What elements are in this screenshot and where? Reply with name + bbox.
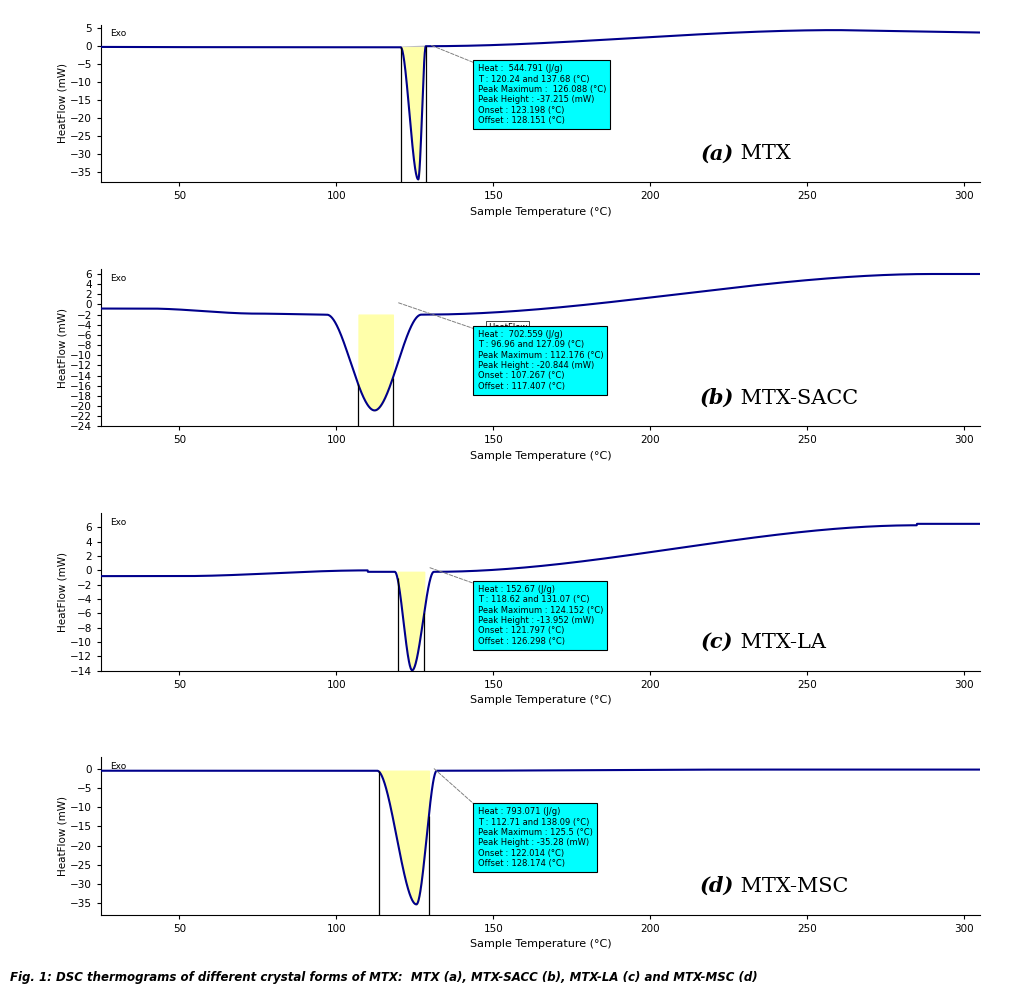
X-axis label: Sample Temperature (°C): Sample Temperature (°C) xyxy=(470,451,611,461)
Text: Exo: Exo xyxy=(110,274,126,283)
Text: Exo: Exo xyxy=(110,762,126,771)
X-axis label: Sample Temperature (°C): Sample Temperature (°C) xyxy=(470,940,611,949)
Y-axis label: HeatFlow (mW): HeatFlow (mW) xyxy=(58,308,68,388)
Text: MTX: MTX xyxy=(733,144,791,163)
Y-axis label: HeatFlow (mW): HeatFlow (mW) xyxy=(58,552,68,632)
Text: (d): (d) xyxy=(699,876,733,896)
Text: Exo: Exo xyxy=(110,30,126,39)
Text: (b): (b) xyxy=(699,388,733,407)
Text: Heat : 793.071 (J/g)
T : 112.71 and 138.09 (°C)
Peak Maximum : 125.5 (°C)
Peak H: Heat : 793.071 (J/g) T : 112.71 and 138.… xyxy=(478,807,593,868)
Text: (a): (a) xyxy=(700,143,733,163)
Text: Fig. 1: DSC thermograms of different crystal forms of MTX:  MTX (a), MTX-SACC (b: Fig. 1: DSC thermograms of different cry… xyxy=(10,971,758,984)
Text: MTX-LA: MTX-LA xyxy=(733,633,825,652)
Text: (c): (c) xyxy=(701,632,733,652)
Y-axis label: HeatFlow (mW): HeatFlow (mW) xyxy=(58,63,68,143)
X-axis label: Sample Temperature (°C): Sample Temperature (°C) xyxy=(470,207,611,217)
Text: Heat :  702.559 (J/g)
T : 96.96 and 127.09 (°C)
Peak Maximum : 112.176 (°C)
Peak: Heat : 702.559 (J/g) T : 96.96 and 127.0… xyxy=(478,330,603,391)
Text: Heat : 152.67 (J/g)
T : 118.62 and 131.07 (°C)
Peak Maximum : 124.152 (°C)
Peak : Heat : 152.67 (J/g) T : 118.62 and 131.0… xyxy=(478,584,603,646)
Text: Exo: Exo xyxy=(110,518,126,527)
Text: HeatFlow: HeatFlow xyxy=(488,323,527,332)
Text: MTX-MSC: MTX-MSC xyxy=(733,877,848,896)
Y-axis label: HeatFlow (mW): HeatFlow (mW) xyxy=(58,796,68,876)
Text: MTX-SACC: MTX-SACC xyxy=(733,389,857,407)
X-axis label: Sample Temperature (°C): Sample Temperature (°C) xyxy=(470,695,611,705)
Text: Heat :  544.791 (J/g)
T : 120.24 and 137.68 (°C)
Peak Maximum :  126.088 (°C)
Pe: Heat : 544.791 (J/g) T : 120.24 and 137.… xyxy=(478,64,606,126)
